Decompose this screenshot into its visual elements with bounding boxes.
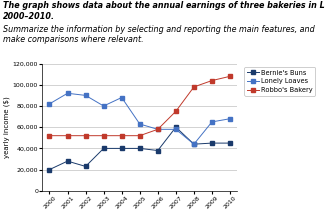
Line: Bernie's Buns: Bernie's Buns	[48, 126, 231, 171]
Lonely Loaves	[84, 94, 87, 97]
Text: 2000–2010.: 2000–2010.	[3, 12, 55, 21]
Lonely Loaves	[138, 123, 142, 125]
Bernie's Buns	[210, 142, 214, 144]
Lonely Loaves	[192, 143, 196, 145]
Bernie's Buns	[156, 149, 160, 152]
Lonely Loaves	[66, 92, 70, 95]
Y-axis label: yearly income ($): yearly income ($)	[4, 96, 10, 158]
Text: Summarize the information by selecting and reporting the main features, and: Summarize the information by selecting a…	[3, 25, 315, 34]
Lonely Loaves	[174, 128, 178, 131]
Legend: Bernie's Buns, Lonely Loaves, Robbo's Bakery: Bernie's Buns, Lonely Loaves, Robbo's Ba…	[244, 67, 316, 96]
Robbo's Bakery	[228, 75, 232, 78]
Robbo's Bakery	[47, 134, 51, 137]
Robbo's Bakery	[66, 134, 70, 137]
Lonely Loaves	[156, 128, 160, 131]
Bernie's Buns	[228, 142, 232, 144]
Line: Lonely Loaves: Lonely Loaves	[48, 92, 231, 146]
Bernie's Buns	[66, 160, 70, 162]
Robbo's Bakery	[84, 134, 87, 137]
Robbo's Bakery	[120, 134, 124, 137]
Line: Robbo's Bakery: Robbo's Bakery	[48, 75, 231, 137]
Lonely Loaves	[120, 96, 124, 99]
Robbo's Bakery	[156, 128, 160, 131]
Robbo's Bakery	[210, 79, 214, 82]
Text: make comparisons where relevant.: make comparisons where relevant.	[3, 35, 144, 44]
Bernie's Buns	[174, 126, 178, 128]
Text: The graph shows data about the annual earnings of three bakeries in London,: The graph shows data about the annual ea…	[3, 1, 325, 10]
Lonely Loaves	[102, 105, 106, 107]
Robbo's Bakery	[174, 110, 178, 113]
Lonely Loaves	[228, 117, 232, 120]
Bernie's Buns	[138, 147, 142, 150]
Bernie's Buns	[192, 143, 196, 145]
X-axis label: year: year	[132, 211, 148, 212]
Bernie's Buns	[120, 147, 124, 150]
Robbo's Bakery	[192, 86, 196, 88]
Lonely Loaves	[210, 121, 214, 123]
Bernie's Buns	[84, 165, 87, 168]
Robbo's Bakery	[138, 134, 142, 137]
Robbo's Bakery	[102, 134, 106, 137]
Lonely Loaves	[47, 103, 51, 105]
Bernie's Buns	[102, 147, 106, 150]
Bernie's Buns	[47, 168, 51, 171]
